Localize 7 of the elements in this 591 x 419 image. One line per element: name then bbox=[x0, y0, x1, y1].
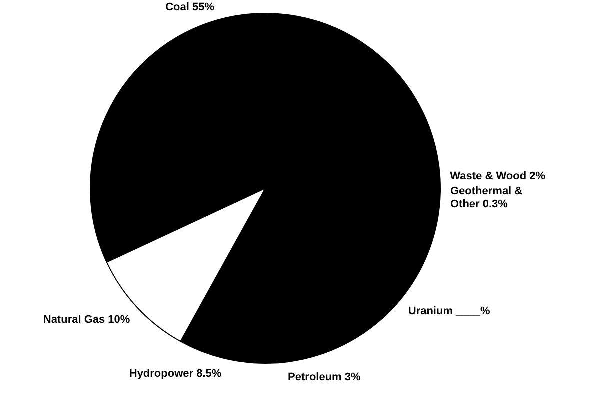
slice-label: Petroleum 3% bbox=[288, 372, 362, 384]
slice-label: Geothermal & Other 0.3% bbox=[450, 186, 523, 211]
slice-label: Coal 55% bbox=[166, 2, 215, 14]
slice-label: Uranium ____% bbox=[408, 306, 491, 318]
slice-label: Hydropower 8.5% bbox=[129, 368, 222, 380]
slice-label: Waste & Wood 2% bbox=[450, 170, 546, 183]
slice-label: Natural Gas 10% bbox=[43, 314, 130, 326]
